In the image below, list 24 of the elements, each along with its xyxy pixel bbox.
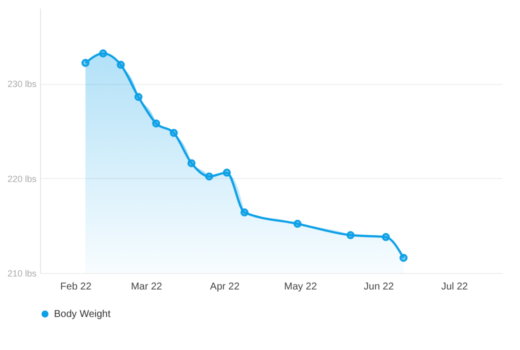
point [99, 49, 108, 58]
point [116, 60, 125, 69]
point [400, 254, 408, 262]
point [222, 168, 231, 177]
point [81, 58, 90, 67]
point [134, 92, 142, 101]
y-tick-label: 220 lbs [7, 174, 37, 184]
point [187, 159, 196, 168]
x-tick-label: Apr 22 [210, 282, 240, 292]
x-tick-label: Jul 22 [441, 282, 468, 292]
point [346, 231, 355, 240]
x-tick-label: Jun 22 [364, 282, 394, 292]
point [382, 233, 390, 242]
point [294, 220, 302, 228]
y-tick-label: 210 lbs [7, 268, 37, 278]
x-tick-label: Mar 22 [130, 282, 163, 292]
point [152, 119, 160, 128]
y-tick-label: 230 lbs [7, 79, 37, 90]
point [205, 172, 214, 180]
legend-label: Body Weight [54, 309, 111, 320]
point [170, 128, 178, 137]
x-tick-label: May 22 [284, 282, 318, 292]
x-tick-label: Feb 22 [60, 282, 92, 292]
point [240, 208, 248, 216]
